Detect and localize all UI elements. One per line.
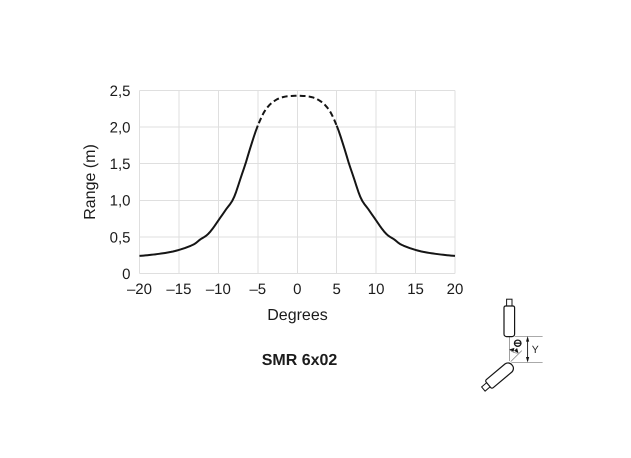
svg-text:SMR 6x02: SMR 6x02 [262, 352, 338, 369]
svg-text:–20: –20 [127, 281, 152, 298]
svg-text:Range (m): Range (m) [82, 144, 99, 220]
svg-text:2,0: 2,0 [110, 120, 131, 137]
svg-text:5: 5 [333, 281, 341, 298]
svg-text:–10: –10 [206, 281, 231, 298]
svg-text:Degrees: Degrees [267, 307, 327, 324]
svg-text:1,0: 1,0 [110, 193, 131, 210]
svg-text:–15: –15 [166, 281, 191, 298]
svg-text:0: 0 [122, 266, 130, 283]
svg-text:0: 0 [293, 281, 301, 298]
svg-text:0,5: 0,5 [110, 229, 131, 246]
svg-text:20: 20 [447, 281, 464, 298]
svg-text:10: 10 [368, 281, 385, 298]
svg-text:15: 15 [407, 281, 424, 298]
svg-text:2,5: 2,5 [110, 83, 131, 100]
svg-text:Y: Y [532, 344, 539, 356]
svg-text:–5: –5 [249, 281, 266, 298]
svg-text:1,5: 1,5 [110, 156, 131, 173]
